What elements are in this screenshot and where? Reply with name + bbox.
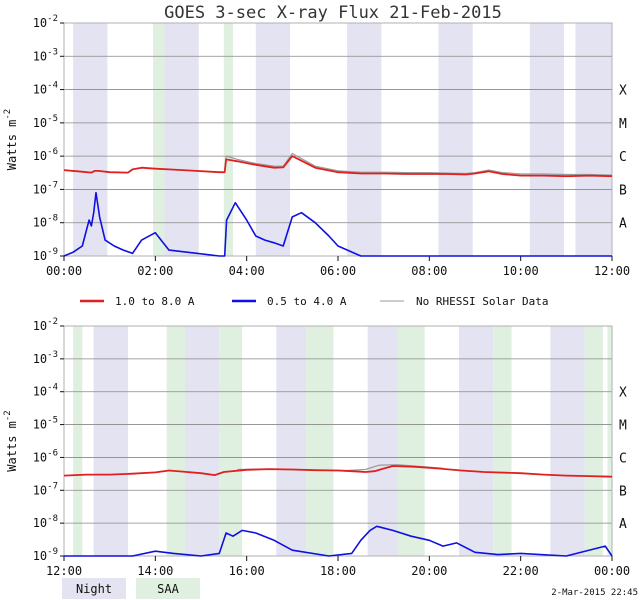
saa-band bbox=[73, 326, 83, 556]
y-tick-label: 10-7 bbox=[33, 180, 58, 196]
night-band bbox=[73, 23, 108, 256]
chart-title: GOES 3-sec X-ray Flux 21-Feb-2015 bbox=[164, 3, 502, 23]
series-long-channel bbox=[63, 155, 613, 178]
y-tick-label: 10-7 bbox=[33, 481, 58, 497]
y-tick-label: 10-4 bbox=[33, 81, 58, 97]
plot-frame bbox=[63, 325, 613, 557]
saa-band bbox=[493, 326, 512, 556]
night-band bbox=[438, 23, 473, 256]
saa-band bbox=[153, 23, 165, 256]
night-swatch bbox=[62, 578, 126, 599]
y-tick-label: 10-6 bbox=[33, 147, 58, 163]
legend-label-long: 1.0 to 8.0 A bbox=[115, 295, 195, 308]
y-tick-label: 10-3 bbox=[33, 350, 58, 366]
x-tick-label: 08:00 bbox=[411, 264, 447, 278]
saa-swatch bbox=[136, 578, 200, 599]
night-band bbox=[550, 326, 585, 556]
flare-class-label: X bbox=[619, 84, 627, 99]
y-tick-label: 10-5 bbox=[33, 114, 58, 130]
y-tick-label: 10-3 bbox=[33, 47, 58, 63]
y-tick-label: 10-6 bbox=[33, 448, 58, 464]
y-axis-label: Watts m-2 bbox=[3, 410, 19, 471]
saa-band bbox=[607, 326, 612, 556]
x-tick-label: 14:00 bbox=[137, 564, 173, 578]
x-tick-label: 06:00 bbox=[320, 264, 356, 278]
flare-class-label: B bbox=[619, 484, 627, 499]
x-tick-label: 00:00 bbox=[46, 264, 82, 278]
night-band bbox=[276, 326, 311, 556]
night-band bbox=[529, 23, 565, 256]
x-tick-label: 12:00 bbox=[46, 564, 82, 578]
saa-band bbox=[166, 326, 186, 556]
night-band bbox=[459, 326, 494, 556]
x-tick-label: 18:00 bbox=[320, 564, 356, 578]
series-short-channel bbox=[63, 191, 612, 257]
x-tick-label: 00:00 bbox=[594, 564, 630, 578]
y-tick-label: 10-8 bbox=[33, 514, 58, 530]
night-band bbox=[347, 23, 382, 256]
flare-class-label: C bbox=[619, 451, 627, 466]
x-tick-label: 22:00 bbox=[503, 564, 539, 578]
flare-class-label: B bbox=[619, 183, 627, 198]
shade-legend: Night SAA bbox=[62, 578, 200, 599]
x-tick-label: 04:00 bbox=[229, 264, 265, 278]
panel-top: 10-2 10-3 10-4 10-5 10-6 10-7 10-8 10-9 Watts m-… bbox=[3, 14, 630, 278]
timestamp: 2-Mar-2015 22:45 bbox=[551, 588, 638, 598]
x-tick-label: 10:00 bbox=[503, 264, 539, 278]
saa-label: SAA bbox=[157, 582, 179, 596]
night-band bbox=[164, 23, 199, 256]
night-band bbox=[367, 326, 402, 556]
saa-band bbox=[584, 326, 603, 556]
night-band bbox=[575, 23, 612, 256]
y-tick-label: 10-5 bbox=[33, 416, 58, 432]
night-label: Night bbox=[76, 582, 112, 596]
series-short-channel bbox=[64, 525, 613, 557]
saa-band bbox=[219, 326, 243, 556]
saa-band bbox=[306, 326, 334, 556]
y-tick-label: 10-4 bbox=[33, 383, 58, 399]
night-band bbox=[185, 326, 220, 556]
flare-class-label: M bbox=[619, 117, 627, 132]
flare-class-label: C bbox=[619, 150, 627, 165]
y-tick-label: 10-8 bbox=[33, 214, 58, 230]
channel-legend: 1.0 to 8.0 A 0.5 to 4.0 A No RHESSI Sola… bbox=[80, 295, 548, 308]
series-no-rhessi bbox=[224, 152, 613, 176]
y-tick-label: 10-2 bbox=[33, 317, 58, 333]
x-tick-label: 02:00 bbox=[137, 264, 173, 278]
y-tick-label: 10-9 bbox=[33, 547, 58, 563]
x-tick-label: 16:00 bbox=[229, 564, 265, 578]
flare-class-label: M bbox=[619, 419, 627, 434]
panel-bottom: 10-2 10-3 10-4 10-5 10-6 10-7 10-8 10-9 Watts m-… bbox=[3, 317, 630, 578]
saa-band bbox=[223, 23, 233, 256]
legend-label-short: 0.5 to 4.0 A bbox=[267, 295, 347, 308]
x-tick-label: 12:00 bbox=[594, 264, 630, 278]
series-long-channel bbox=[63, 465, 613, 478]
night-band bbox=[255, 23, 291, 256]
flare-class-label: X bbox=[619, 386, 627, 401]
x-tick-label: 20:00 bbox=[411, 564, 447, 578]
flare-class-label: A bbox=[619, 217, 627, 232]
y-tick-label: 10-2 bbox=[33, 14, 58, 30]
y-axis-label: Watts m-2 bbox=[3, 109, 19, 170]
flare-class-label: A bbox=[619, 517, 627, 532]
saa-band bbox=[397, 326, 425, 556]
y-tick-label: 10-9 bbox=[33, 247, 58, 263]
legend-label-no-rhessi: No RHESSI Solar Data bbox=[416, 295, 548, 308]
night-band bbox=[93, 326, 128, 556]
